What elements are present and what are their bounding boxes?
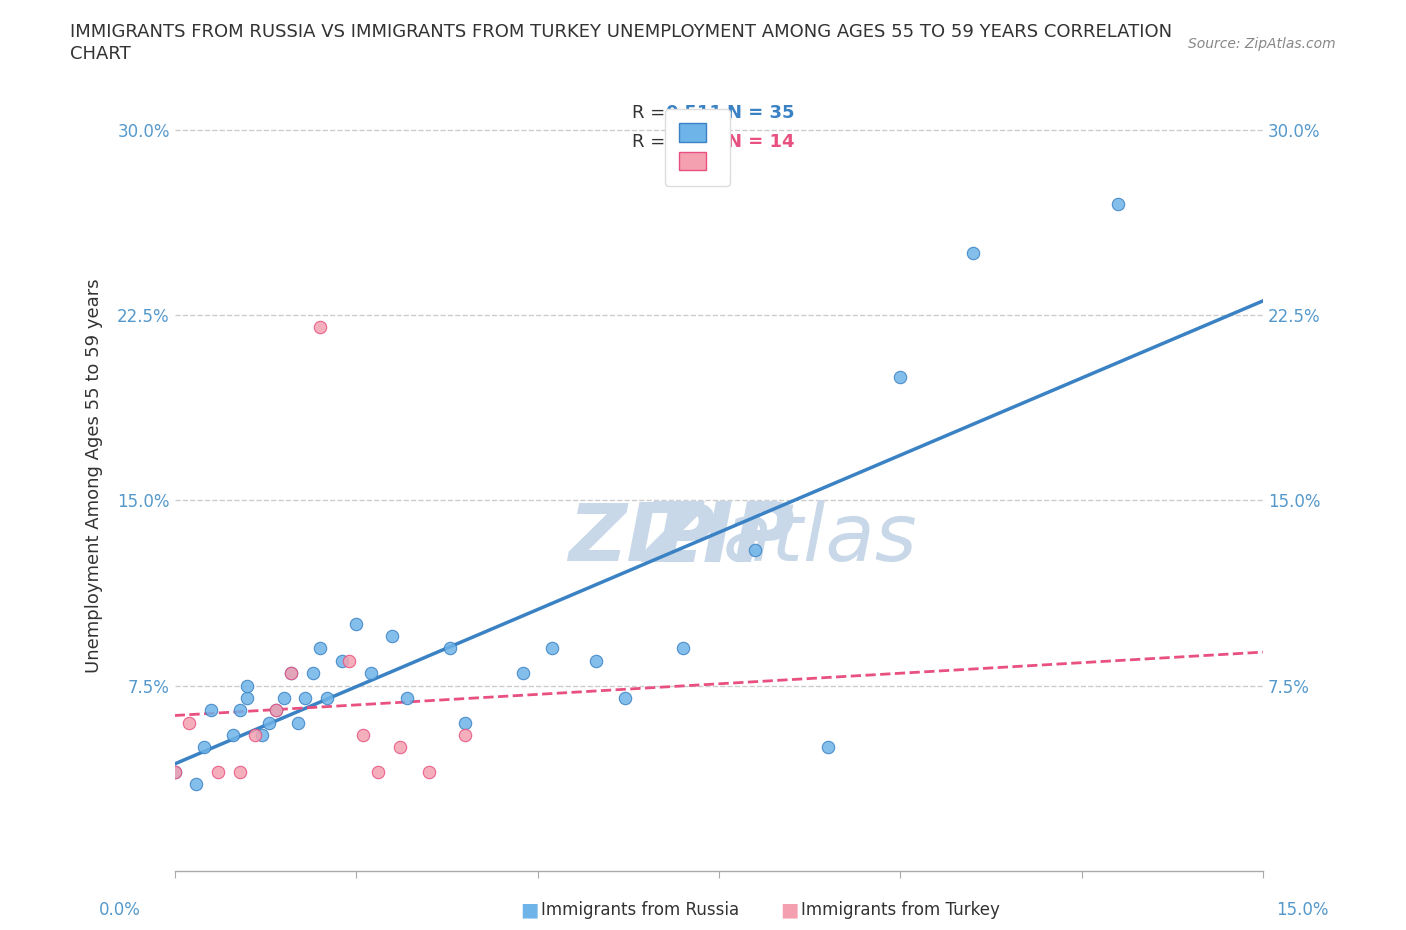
Text: Immigrants from Russia: Immigrants from Russia xyxy=(541,900,740,919)
Point xyxy=(344,617,367,631)
Point xyxy=(454,727,477,742)
Point xyxy=(193,740,215,755)
Text: ZIP: ZIP xyxy=(643,498,796,579)
Text: ■: ■ xyxy=(520,900,538,919)
Text: Source: ZipAtlas.com: Source: ZipAtlas.com xyxy=(1188,37,1336,51)
Text: 0.0%: 0.0% xyxy=(98,900,141,919)
Point xyxy=(222,727,245,742)
Point xyxy=(250,727,273,742)
Point xyxy=(257,715,280,730)
Point xyxy=(352,727,374,742)
Point xyxy=(512,666,534,681)
Point xyxy=(229,764,252,779)
Point xyxy=(186,777,208,791)
Point xyxy=(672,641,695,656)
Point xyxy=(330,654,353,669)
Point xyxy=(381,629,404,644)
Point xyxy=(337,654,360,669)
Point xyxy=(418,764,440,779)
Point xyxy=(280,666,302,681)
Point xyxy=(367,764,389,779)
Point xyxy=(388,740,411,755)
Text: R =: R = xyxy=(631,104,671,123)
Point xyxy=(308,320,330,335)
Point xyxy=(273,690,295,705)
Point xyxy=(236,690,259,705)
Text: atlas: atlas xyxy=(723,499,917,578)
Point xyxy=(280,666,302,681)
Text: IMMIGRANTS FROM RUSSIA VS IMMIGRANTS FROM TURKEY UNEMPLOYMENT AMONG AGES 55 TO 5: IMMIGRANTS FROM RUSSIA VS IMMIGRANTS FRO… xyxy=(70,23,1173,41)
Point xyxy=(294,690,316,705)
Point xyxy=(163,764,186,779)
Point xyxy=(207,764,229,779)
Legend: , : , xyxy=(665,109,730,185)
Point xyxy=(1107,196,1129,211)
Point xyxy=(229,703,252,718)
Text: ZIP: ZIP xyxy=(568,499,716,578)
Text: Immigrants from Turkey: Immigrants from Turkey xyxy=(801,900,1000,919)
Point xyxy=(179,715,201,730)
Point xyxy=(301,666,323,681)
Point xyxy=(360,666,382,681)
Text: R =: R = xyxy=(631,133,671,151)
Point xyxy=(541,641,564,656)
Text: 0.511: 0.511 xyxy=(665,104,723,123)
Y-axis label: Unemployment Among Ages 55 to 59 years: Unemployment Among Ages 55 to 59 years xyxy=(86,278,103,672)
Text: CHART: CHART xyxy=(70,45,131,62)
Text: N = 14: N = 14 xyxy=(727,133,794,151)
Point xyxy=(264,703,287,718)
Point xyxy=(243,727,266,742)
Point xyxy=(817,740,839,755)
Point xyxy=(264,703,287,718)
Text: 0.020: 0.020 xyxy=(665,133,723,151)
Point xyxy=(316,690,339,705)
Text: ■: ■ xyxy=(780,900,799,919)
Point xyxy=(962,246,984,260)
Point xyxy=(395,690,418,705)
Point xyxy=(287,715,309,730)
Point xyxy=(236,678,259,693)
Text: ZIPatlas: ZIPatlas xyxy=(530,498,908,579)
Point xyxy=(439,641,461,656)
Point xyxy=(200,703,222,718)
Text: 15.0%: 15.0% xyxy=(1277,900,1329,919)
Point xyxy=(163,764,186,779)
Point xyxy=(613,690,636,705)
Point xyxy=(308,641,330,656)
Point xyxy=(585,654,607,669)
Text: N = 35: N = 35 xyxy=(727,104,794,123)
Point xyxy=(454,715,477,730)
Point xyxy=(889,369,911,384)
Point xyxy=(744,542,766,557)
